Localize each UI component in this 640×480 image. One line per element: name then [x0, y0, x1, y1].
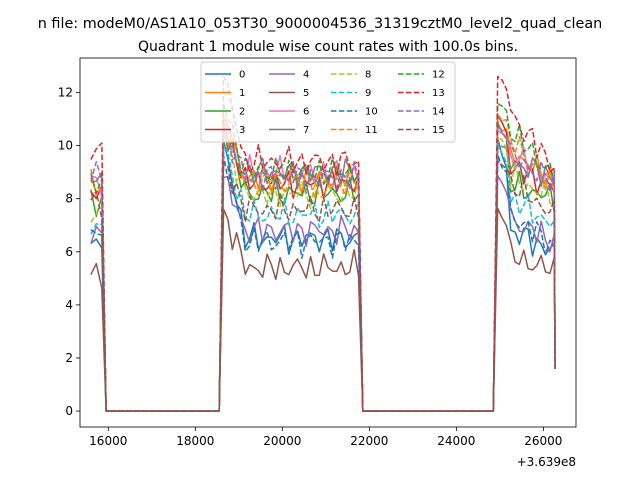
legend-label-12: 12 [432, 70, 445, 81]
legend-label-4: 4 [303, 70, 309, 81]
y-tick-label-0: 0 [65, 404, 73, 418]
series-line-12 [90, 102, 556, 412]
series-line-9 [90, 142, 556, 412]
y-tick-label-2: 4 [65, 298, 73, 312]
legend-label-8: 8 [365, 70, 371, 81]
y-tick-label-1: 2 [65, 351, 73, 365]
legend-label-3: 3 [239, 125, 245, 136]
series-line-0 [90, 137, 556, 412]
legend-label-6: 6 [303, 107, 309, 118]
legend-label-5: 5 [303, 88, 309, 99]
legend-box [200, 61, 456, 143]
y-tick-label-4: 8 [65, 192, 73, 206]
x-tick-label-2: 20000 [263, 434, 301, 448]
x-tick-label-3: 22000 [350, 434, 388, 448]
legend-label-15: 15 [432, 125, 445, 136]
legend-label-1: 1 [239, 88, 245, 99]
y-tick-label-3: 6 [65, 245, 73, 259]
series-line-10 [90, 153, 556, 412]
x-tick-label-4: 24000 [437, 434, 475, 448]
legend-label-0: 0 [239, 70, 245, 81]
x-tick-label-1: 18000 [176, 434, 214, 448]
legend-label-11: 11 [365, 125, 378, 136]
series-layer [90, 75, 556, 412]
legend-label-2: 2 [239, 107, 245, 118]
plot-frame [79, 57, 577, 428]
legend-label-10: 10 [365, 107, 378, 118]
legend-label-9: 9 [365, 88, 371, 99]
y-tick-label-5: 10 [58, 139, 73, 153]
y-tick-label-6: 12 [58, 86, 73, 100]
series-line-5 [90, 207, 556, 412]
figure-suptitle: n file: modeM0/AS1A10_053T30_9000004536_… [38, 16, 603, 32]
x-tick-label-5: 26000 [524, 434, 562, 448]
legend-label-7: 7 [303, 125, 309, 136]
x-tick-label-0: 16000 [89, 434, 127, 448]
series-line-15 [90, 160, 556, 412]
legend-label-14: 14 [432, 107, 445, 118]
series-line-14 [90, 125, 556, 412]
legend-label-13: 13 [432, 88, 445, 99]
x-offset-label: +3.639e8 [517, 455, 576, 469]
chart-title: Quadrant 1 module wise count rates with … [138, 39, 518, 55]
series-line-13 [90, 75, 556, 412]
